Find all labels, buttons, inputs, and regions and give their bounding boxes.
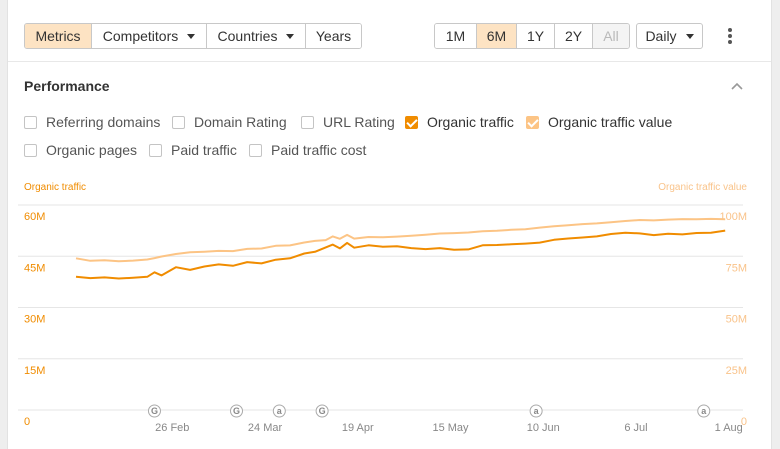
range-1y[interactable]: 1Y [516,24,554,48]
metric-organic-traffic-value[interactable]: Organic traffic value [526,114,672,130]
x-tick-label: 26 Feb [155,422,189,434]
right-tick-label: 75M [726,262,747,274]
checkbox-icon [24,115,37,129]
date-range-selector: 1M 6M 1Y 2Y All [434,23,630,49]
checkbox-icon [301,115,314,129]
checkbox-icon [172,115,185,129]
range-6m[interactable]: 6M [476,24,516,48]
granularity-label: Daily [645,28,677,44]
granularity-dropdown[interactable]: Daily [636,23,703,49]
tab-label: Years [315,28,352,44]
left-axis-title: Organic traffic [24,182,86,193]
range-1m[interactable]: 1M [435,24,476,48]
tab-metrics[interactable]: Metrics [25,24,91,48]
left-tick-label: 60M [24,211,45,223]
checkbox-icon [149,143,162,157]
metric-organic-pages[interactable]: Organic pages [24,142,137,158]
metric-label: Organic traffic value [548,114,673,130]
metric-label: Organic pages [46,142,138,158]
range-2y[interactable]: 2Y [554,24,592,48]
right-tick-label: 25M [726,365,747,377]
annotation-marker [529,404,543,418]
series-line-organic-traffic [75,229,726,280]
tab-years[interactable]: Years [305,24,361,48]
metric-label: Organic traffic [427,114,514,130]
range-all: All [592,24,629,48]
checkbox-icon [24,143,37,157]
left-tick-label: 15M [24,365,45,377]
left-tick-label: 0 [24,416,30,428]
x-tick-label: 6 Jul [624,422,647,434]
x-tick-label: 24 Mar [248,422,283,434]
tab-competitors[interactable]: Competitors [91,24,206,48]
tab-countries[interactable]: Countries [206,24,305,48]
chevron-up-icon[interactable] [730,80,744,92]
performance-chart: Organic traffic Organic traffic value 0 0 15… [18,182,747,434]
checkbox-icon [249,143,262,157]
metric-label: Referring domains [46,114,161,130]
left-tick-label: 30M [24,314,45,326]
metric-url-rating[interactable]: URL Rating [301,114,395,130]
kebab-menu-icon[interactable] [724,26,736,46]
annotation-marker [272,404,286,418]
chevron-down-icon [286,33,295,39]
left-tick-label: 45M [24,262,45,274]
metric-referring-domains[interactable]: Referring domains [24,114,160,130]
metric-label: Paid traffic [171,142,237,158]
annotation-marker-label: a [277,406,283,416]
x-tick-label: 19 Apr [342,422,374,434]
toolbar: Metrics Competitors Countries Years 1M 6M 1Y 2… [8,0,771,62]
metric-label: Domain Rating [194,114,287,130]
annotation-marker [147,404,161,418]
annotation-marker-label: G [233,406,240,416]
x-tick-label: 15 May [432,422,469,434]
annotation-marker-label: a [701,406,707,416]
x-tick-label: 1 Aug [715,422,743,434]
view-mode-tabs: Metrics Competitors Countries Years [24,23,362,49]
checkbox-checked-icon [526,115,539,129]
chevron-down-icon [685,33,694,39]
metric-label: URL Rating [323,114,395,130]
metric-label: Paid traffic cost [271,142,367,158]
right-tick-label: 50M [726,314,747,326]
annotation-marker [315,404,329,418]
performance-card: Metrics Competitors Countries Years 1M 6M 1Y 2… [7,0,772,449]
series-line-organic-traffic-value [75,217,726,263]
metric-paid-traffic-cost[interactable]: Paid traffic cost [249,142,366,158]
right-tick-label: 0 [741,416,747,428]
section-title: Performance [24,78,110,94]
metric-paid-traffic[interactable]: Paid traffic [149,142,237,158]
annotation-marker-label: G [319,406,326,416]
metric-organic-traffic[interactable]: Organic traffic [405,114,514,130]
checkbox-checked-icon [405,115,418,129]
right-tick-label: 100M [719,211,747,223]
metric-domain-rating[interactable]: Domain Rating [172,114,287,130]
tab-label: Countries [217,28,278,44]
annotation-marker-label: G [151,406,158,416]
annotation-marker [697,404,711,418]
annotation-marker-label: a [534,406,540,416]
annotation-marker [230,404,244,418]
chevron-down-icon [187,33,196,39]
tab-label: Metrics [35,28,81,44]
x-tick-label: 10 Jun [527,422,560,434]
right-axis-title: Organic traffic value [658,182,747,193]
tab-label: Competitors [102,28,179,44]
